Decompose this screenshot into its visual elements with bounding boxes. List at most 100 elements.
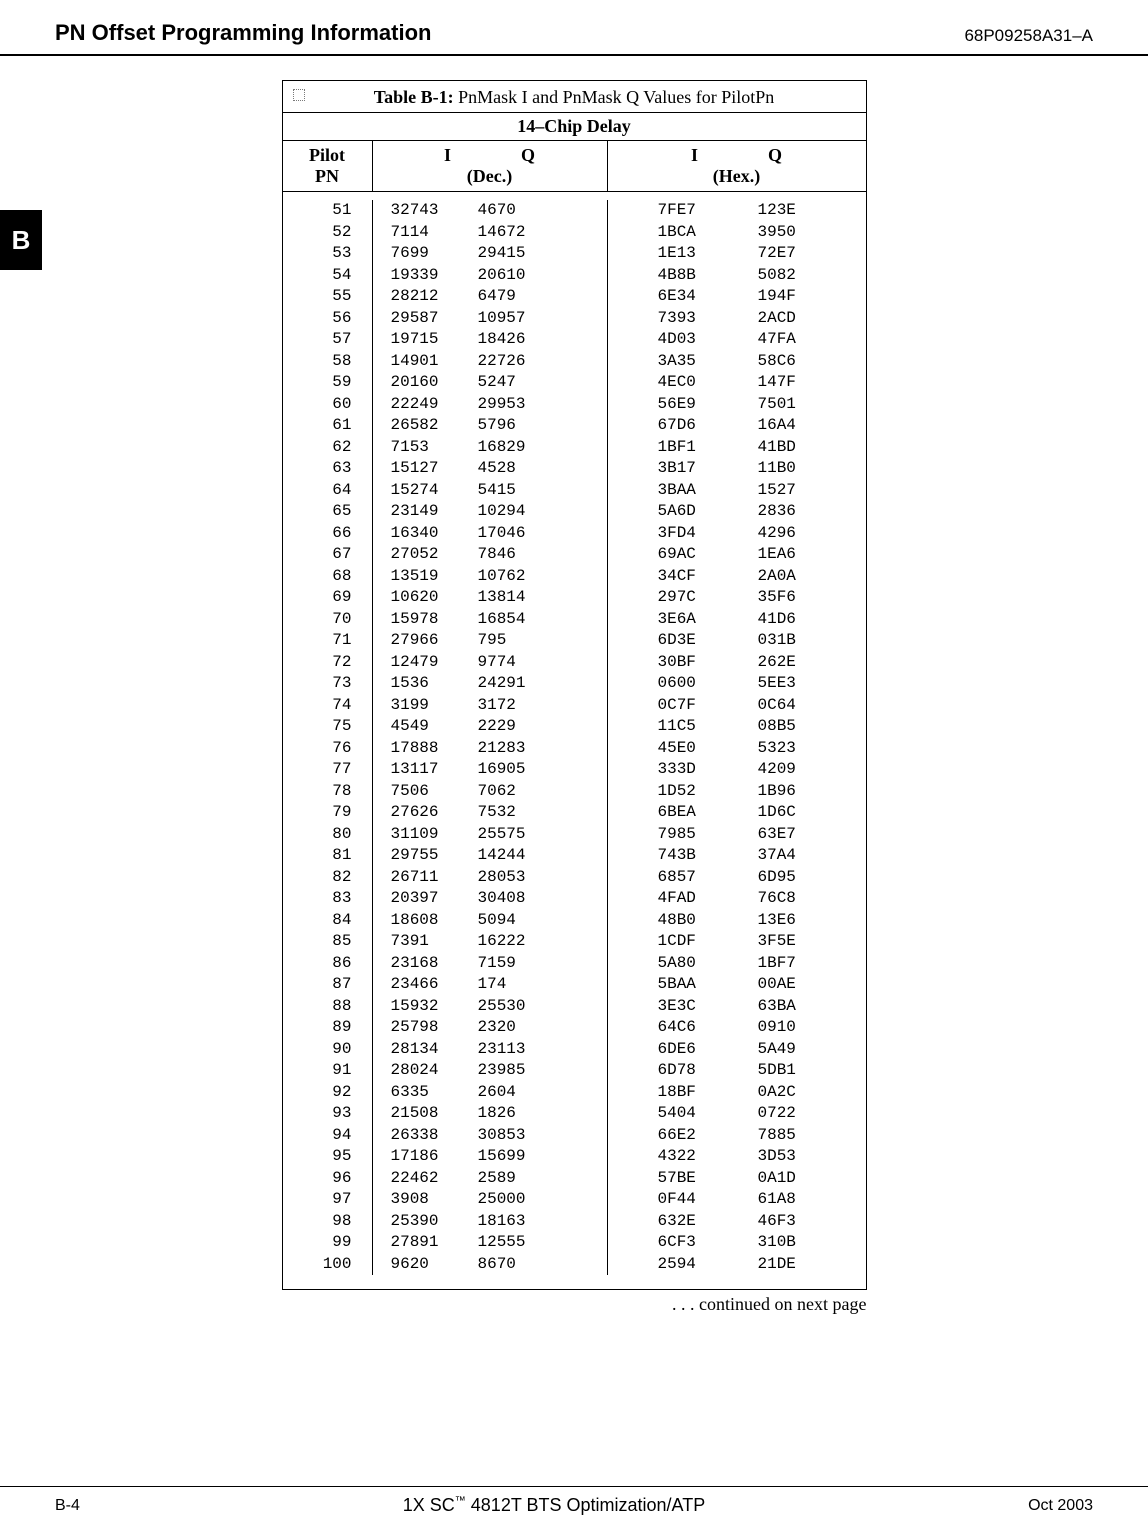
cell-dec-i: 6335 (373, 1082, 468, 1104)
section-tab: B (0, 210, 42, 270)
cell-dec-q: 5415 (468, 480, 588, 502)
cell-dec-q: 795 (468, 630, 588, 652)
cell-dec: 1593225530 (373, 996, 607, 1018)
cell-dec: 45492229 (373, 716, 607, 738)
cell-hex-i: 5BAA (608, 974, 728, 996)
cell-dec-q: 10762 (468, 566, 588, 588)
cell-dec-q: 12555 (468, 1232, 588, 1254)
cell-dec-q: 2604 (468, 1082, 588, 1104)
cell-hex: 68576D95 (608, 867, 866, 889)
cell-pn: 99 (283, 1232, 372, 1254)
cell-dec: 2789112555 (373, 1232, 607, 1254)
cell-dec-q: 7532 (468, 802, 588, 824)
cell-hex: 4EC0147F (608, 372, 866, 394)
cell-pn: 53 (283, 243, 372, 265)
cell-hex-i: 6E34 (608, 286, 728, 308)
cell-dec-q: 18426 (468, 329, 588, 351)
cell-hex-q: 16A4 (728, 415, 838, 437)
cell-hex-i: 34CF (608, 566, 728, 588)
cell-hex-q: 08B5 (728, 716, 838, 738)
cell-dec-i: 19339 (373, 265, 468, 287)
cell-pn: 60 (283, 394, 372, 416)
footer-page-number: B-4 (55, 1497, 80, 1515)
cell-hex-i: 0F44 (608, 1189, 728, 1211)
cell-dec: 186085094 (373, 910, 607, 932)
cell-dec-i: 26582 (373, 415, 468, 437)
cell-pn: 95 (283, 1146, 372, 1168)
cell-dec-q: 2229 (468, 716, 588, 738)
cell-dec-i: 25798 (373, 1017, 468, 1039)
cell-hex: 297C35F6 (608, 587, 866, 609)
footer-date: Oct 2003 (1028, 1497, 1093, 1515)
cell-hex: 64C60910 (608, 1017, 866, 1039)
cell-dec: 739116222 (373, 931, 607, 953)
cell-hex-i: 30BF (608, 652, 728, 674)
cell-dec-q: 14244 (468, 845, 588, 867)
col-head-dec: I Q (Dec.) (373, 141, 608, 191)
cell-hex: 3A3558C6 (608, 351, 866, 373)
cell-pn: 100 (283, 1254, 372, 1276)
cell-hex-q: 5A49 (728, 1039, 838, 1061)
cell-hex-q: 3F5E (728, 931, 838, 953)
cell-hex-q: 1527 (728, 480, 838, 502)
cell-pn: 51 (283, 200, 372, 222)
cell-dec-i: 31109 (373, 824, 468, 846)
cell-dec: 124799774 (373, 652, 607, 674)
cell-dec-q: 14672 (468, 222, 588, 244)
table-title-rest: PnMask I and PnMask Q Values for PilotPn (454, 87, 775, 107)
cell-dec-q: 30853 (468, 1125, 588, 1147)
cell-dec-q: 16854 (468, 609, 588, 631)
cell-hex-i: 56E9 (608, 394, 728, 416)
cell-pn: 75 (283, 716, 372, 738)
cell-pn: 96 (283, 1168, 372, 1190)
cell-pn: 59 (283, 372, 372, 394)
cell-hex: 1BF141BD (608, 437, 866, 459)
cell-hex-i: 6DE6 (608, 1039, 728, 1061)
cell-dec-q: 23113 (468, 1039, 588, 1061)
cell-dec-i: 3199 (373, 695, 468, 717)
cell-dec: 327434670 (373, 200, 607, 222)
cell-hex: 3FD44296 (608, 523, 866, 545)
head-i-dec: I (444, 145, 451, 166)
cell-dec: 215081826 (373, 1103, 607, 1125)
cell-hex-i: 6CF3 (608, 1232, 728, 1254)
cell-pn: 57 (283, 329, 372, 351)
cell-hex: 6D785DB1 (608, 1060, 866, 1082)
cell-dec-i: 20160 (373, 372, 468, 394)
cell-dec: 2314910294 (373, 501, 607, 523)
cell-dec: 31993172 (373, 695, 607, 717)
cell-dec-q: 16905 (468, 759, 588, 781)
cell-hex-q: 41BD (728, 437, 838, 459)
cell-dec: 1490122726 (373, 351, 607, 373)
cell-hex: 4D0347FA (608, 329, 866, 351)
cell-hex-i: 743B (608, 845, 728, 867)
cell-hex: 1E1372E7 (608, 243, 866, 265)
cell-hex-i: 5404 (608, 1103, 728, 1125)
cell-hex: 66E27885 (608, 1125, 866, 1147)
cell-dec-q: 30408 (468, 888, 588, 910)
cell-dec-i: 7153 (373, 437, 468, 459)
cell-dec-i: 28212 (373, 286, 468, 308)
cell-dec: 711414672 (373, 222, 607, 244)
cell-hex-q: 63BA (728, 996, 838, 1018)
cell-hex: 43223D53 (608, 1146, 866, 1168)
cell-hex-q: 262E (728, 652, 838, 674)
cell-hex-q: 58C6 (728, 351, 838, 373)
cell-hex: 6E34194F (608, 286, 866, 308)
cell-hex-q: 72E7 (728, 243, 838, 265)
cell-dec: 2802423985 (373, 1060, 607, 1082)
cell-hex-i: 5A6D (608, 501, 728, 523)
cell-dec-i: 15932 (373, 996, 468, 1018)
cell-dec-i: 14901 (373, 351, 468, 373)
cell-hex-i: 3FD4 (608, 523, 728, 545)
cell-hex-i: 57BE (608, 1168, 728, 1190)
cell-hex-q: 5DB1 (728, 1060, 838, 1082)
cell-pn: 88 (283, 996, 372, 1018)
cell-hex-q: 47FA (728, 329, 838, 351)
cell-dec-q: 18163 (468, 1211, 588, 1233)
cell-dec-i: 27966 (373, 630, 468, 652)
cell-hex: 45E05323 (608, 738, 866, 760)
cell-dec: 151274528 (373, 458, 607, 480)
cell-hex: 18BF0A2C (608, 1082, 866, 1104)
cell-dec-i: 1536 (373, 673, 468, 695)
